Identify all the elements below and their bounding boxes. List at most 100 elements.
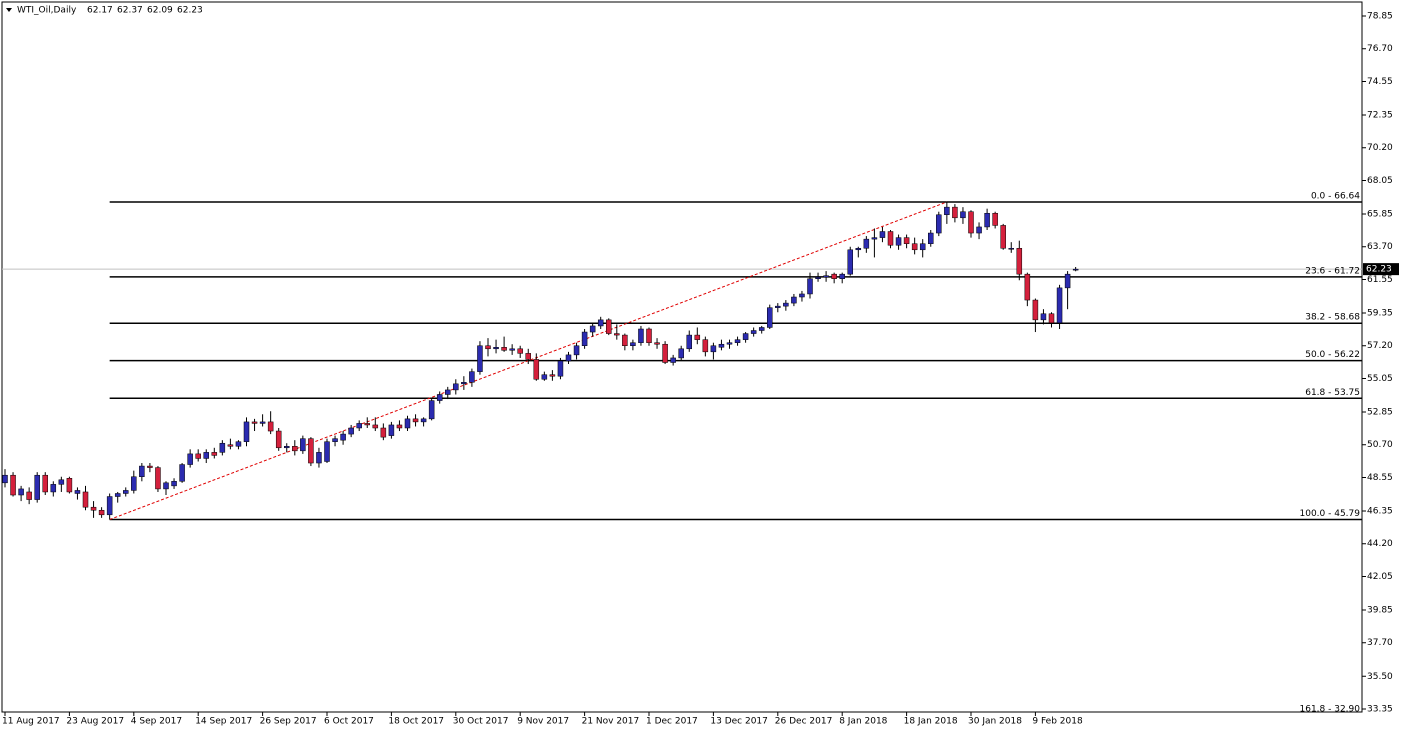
candle-body (952, 206, 958, 219)
candle-body (1024, 273, 1031, 301)
candle-body (662, 343, 668, 363)
y-tick-label: 78.85 (1367, 12, 1393, 22)
candle-body (654, 342, 660, 345)
candle-body (630, 342, 636, 346)
menu-icon (6, 8, 12, 12)
candle-body (839, 273, 845, 279)
candle-body (219, 442, 226, 453)
y-tick-label: 59.35 (1367, 309, 1393, 319)
candle-body (163, 482, 169, 490)
y-tick-label: 35.50 (1367, 672, 1393, 682)
x-tick-label: 6 Oct 2017 (324, 717, 374, 727)
candle-body (686, 334, 692, 350)
candle-body (638, 328, 644, 343)
candle-body (928, 232, 934, 244)
x-tick-label: 26 Sep 2017 (260, 717, 317, 727)
y-tick-label: 74.55 (1367, 77, 1393, 87)
x-tick-label: 21 Nov 2017 (582, 717, 640, 727)
candle-body (445, 389, 451, 395)
x-tick-label: 30 Jan 2018 (968, 717, 1022, 727)
candle-body (976, 226, 982, 234)
candle-body (131, 476, 137, 491)
candle-body (831, 273, 837, 279)
candle-body (670, 357, 676, 363)
candle-body (436, 394, 443, 401)
candle-body (525, 353, 531, 360)
candle-body (1016, 248, 1023, 275)
candle-body (1056, 287, 1063, 324)
candle-body (332, 438, 338, 442)
candle-body (581, 331, 588, 346)
candle-body (678, 348, 684, 359)
candle-body (589, 325, 596, 333)
x-tick-label: 18 Jan 2018 (904, 717, 958, 727)
candle-body (1064, 273, 1071, 289)
candle-body (139, 465, 145, 477)
candle-body (968, 211, 974, 234)
header-value: 62.09 (147, 6, 173, 16)
candle-body (412, 418, 419, 423)
plot (2, 201, 1362, 521)
candle-body (1072, 268, 1079, 271)
candle-body (259, 421, 266, 424)
candle-body (815, 276, 821, 279)
candle-body (1000, 225, 1006, 249)
candle-body (227, 444, 234, 447)
candle-body (50, 484, 57, 493)
candle-body (396, 424, 403, 429)
candle-body (992, 212, 998, 226)
x-tick-label: 30 Oct 2017 (453, 717, 509, 727)
candle-body (758, 327, 765, 331)
y-tick-label: 42.05 (1367, 572, 1393, 582)
candle-body (235, 441, 242, 447)
candle-body (74, 490, 81, 494)
candle-body (58, 479, 65, 485)
x-tick-label: 4 Sep 2017 (131, 717, 182, 727)
candle-body (300, 438, 306, 452)
candle-body (477, 345, 483, 372)
candle-body (879, 231, 886, 238)
candle-body (501, 347, 507, 351)
candle-body (388, 424, 395, 436)
candle-body (871, 237, 878, 240)
candle-body (98, 509, 105, 516)
candle-body (493, 347, 499, 350)
y-tick-label: 70.20 (1367, 143, 1393, 153)
candle-body (1032, 299, 1039, 321)
header: WTI_Oil,Daily 62.17 62.37 62.09 62.23 (17, 6, 203, 16)
y-tick-label: 37.70 (1367, 638, 1393, 648)
candle-body (82, 491, 89, 508)
candle-body (944, 206, 950, 216)
candle-body (565, 354, 572, 362)
candle-body (533, 359, 540, 380)
candle-body (171, 481, 177, 487)
y-tick-label: 76.70 (1367, 44, 1393, 54)
x-tick-label: 11 Aug 2017 (2, 717, 60, 727)
candle-body (936, 214, 942, 234)
candle-body (340, 433, 346, 441)
y-tick-label: 61.55 (1367, 275, 1393, 285)
candle-body (847, 249, 853, 275)
fib-level-label: 50.0 - 56.22 (1305, 350, 1360, 360)
candle-body (855, 248, 862, 251)
candle-body (718, 343, 725, 348)
candle-body (316, 452, 322, 464)
candle-body (10, 474, 16, 496)
candle-body (485, 345, 491, 350)
price-box (1363, 263, 1399, 276)
candle-body (147, 465, 153, 468)
candle-body (469, 371, 475, 383)
y-tick-label: 55.05 (1367, 374, 1393, 384)
header-value: 62.17 (87, 6, 113, 16)
candle-body (461, 382, 467, 385)
chart-title: WTI_Oil,Daily (17, 6, 77, 16)
candle-body (984, 212, 990, 228)
candle-body (114, 493, 121, 497)
candle-body (622, 334, 628, 346)
header-value: 62.37 (117, 6, 143, 16)
candle-body (919, 243, 926, 251)
candle-body (557, 360, 564, 377)
candle-body (702, 339, 709, 353)
fib-level-label: 100.0 - 45.79 (1300, 509, 1361, 519)
